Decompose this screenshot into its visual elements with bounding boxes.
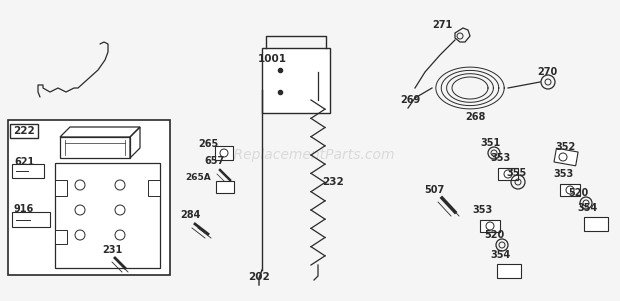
Text: 507: 507 <box>424 185 445 195</box>
Text: 269: 269 <box>400 95 420 105</box>
Bar <box>55 180 67 196</box>
Text: 353: 353 <box>490 153 510 163</box>
Text: 265A: 265A <box>185 173 211 182</box>
Text: 657: 657 <box>204 156 224 166</box>
Text: 271: 271 <box>432 20 452 30</box>
Bar <box>262 48 330 113</box>
Text: 284: 284 <box>180 210 200 220</box>
Text: 270: 270 <box>537 67 557 77</box>
Text: 353: 353 <box>553 169 574 179</box>
Bar <box>216 181 234 193</box>
Text: 222: 222 <box>13 126 35 136</box>
Text: 351: 351 <box>480 138 500 148</box>
Bar <box>498 168 518 180</box>
Text: 1001: 1001 <box>258 54 287 64</box>
Bar <box>55 230 67 244</box>
Bar <box>480 220 500 232</box>
FancyBboxPatch shape <box>10 124 38 138</box>
Bar <box>148 180 160 196</box>
Bar <box>584 217 608 231</box>
Bar <box>560 184 580 196</box>
Text: 621: 621 <box>14 157 34 167</box>
Bar <box>8 120 170 275</box>
Text: 265: 265 <box>198 139 218 149</box>
Bar <box>12 212 50 227</box>
Text: 353: 353 <box>472 205 492 215</box>
Bar <box>554 148 578 166</box>
Text: 232: 232 <box>322 177 343 187</box>
Text: 520: 520 <box>484 230 504 240</box>
Text: 268: 268 <box>465 112 485 122</box>
Text: 231: 231 <box>102 245 122 255</box>
Bar <box>497 264 521 278</box>
Bar <box>12 164 44 178</box>
Text: 355: 355 <box>506 168 526 178</box>
Text: 202: 202 <box>248 272 270 282</box>
Text: 916: 916 <box>14 204 34 214</box>
Text: 354: 354 <box>577 203 597 213</box>
Bar <box>215 146 233 160</box>
Text: 354: 354 <box>490 250 510 260</box>
Text: 352: 352 <box>555 142 575 152</box>
Text: 520: 520 <box>568 188 588 198</box>
Text: eReplacementParts.com: eReplacementParts.com <box>225 148 395 162</box>
